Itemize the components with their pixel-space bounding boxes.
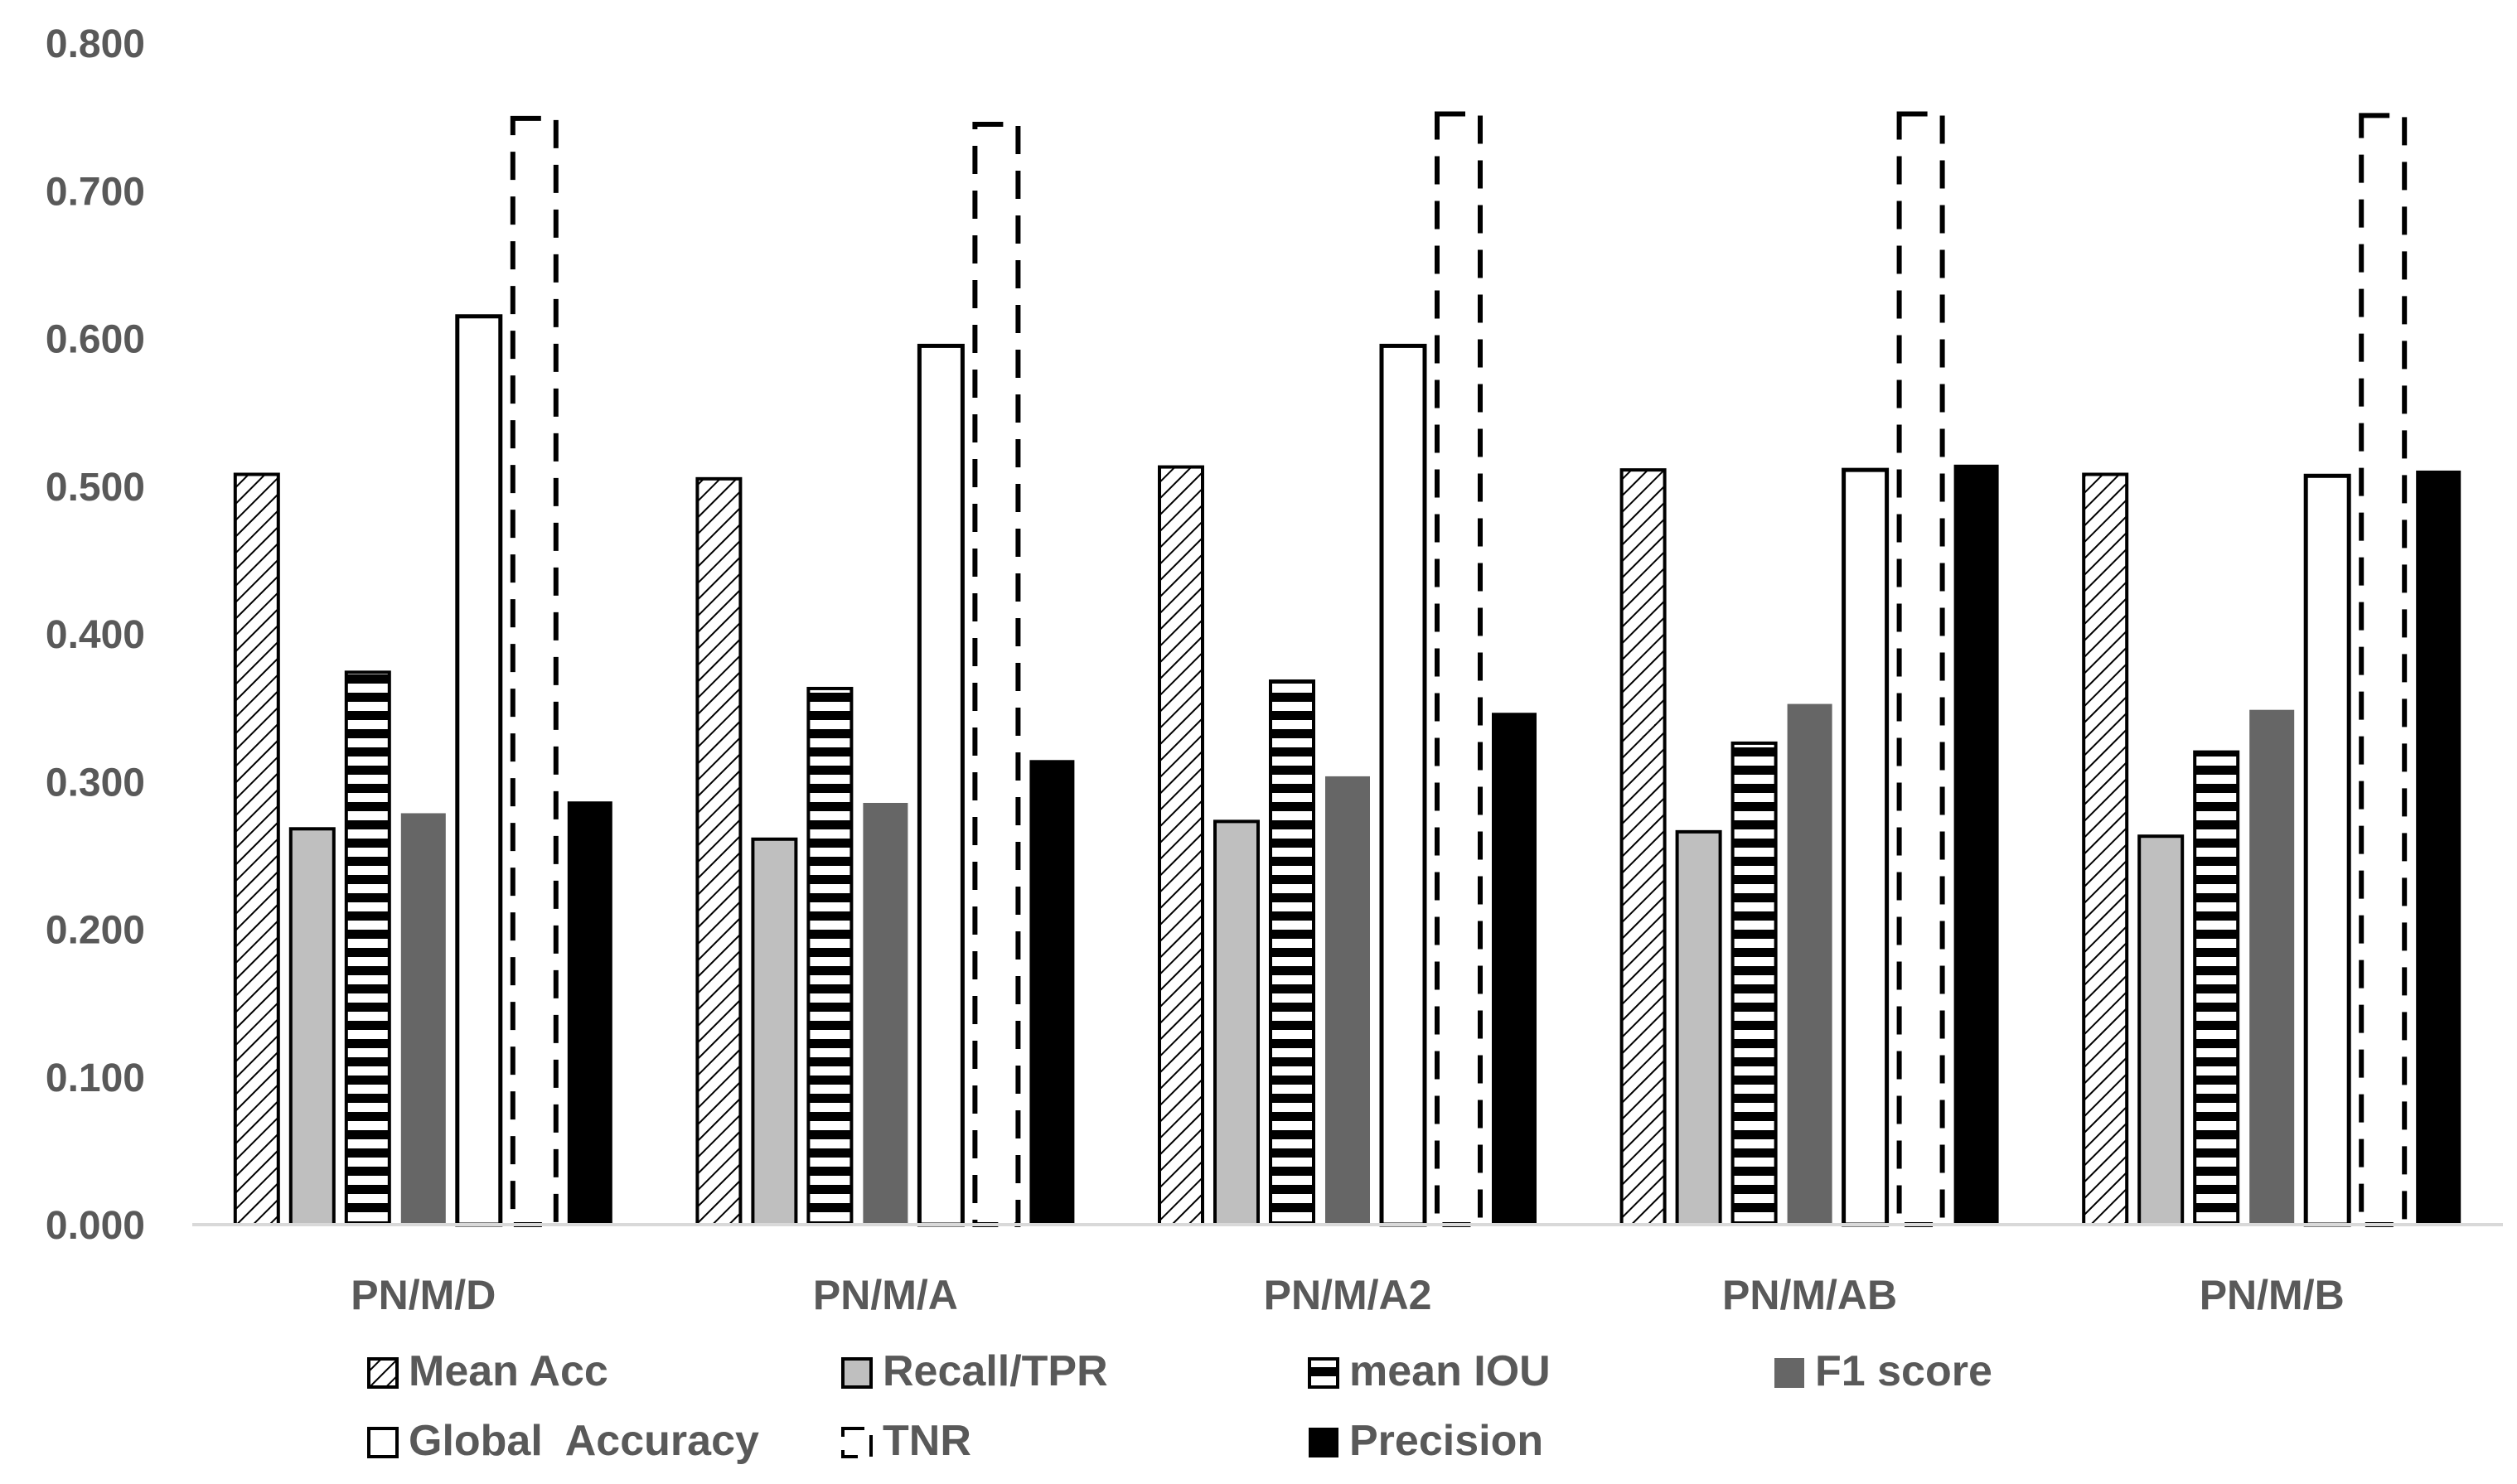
y-tick-label: 0.300 bbox=[46, 761, 145, 805]
x-category-label: PN/M/A bbox=[813, 1272, 958, 1318]
legend-swatch bbox=[1308, 1357, 1339, 1389]
bar-global-accuracy-pn-m-d bbox=[455, 314, 503, 1227]
legend-swatch bbox=[1309, 1428, 1338, 1457]
bar-mean-acc-pn-m-a2 bbox=[1158, 465, 1204, 1226]
x-category-label: PN/M/D bbox=[351, 1272, 496, 1318]
bar-mean-iou-pn-m-b bbox=[2193, 750, 2240, 1226]
legend: Mean Acc Recall/TPR mean IOU F1 score Global… bbox=[367, 1347, 1992, 1465]
bar-recall-tpr-pn-m-d bbox=[288, 827, 336, 1226]
bar-f1-score-pn-m-b bbox=[2249, 709, 2295, 1225]
legend-label: Precision bbox=[1349, 1417, 1543, 1465]
bar-mean-iou-pn-m-ab bbox=[1730, 741, 1778, 1226]
y-tick-label: 0.800 bbox=[46, 22, 145, 66]
x-axis-categories: PN/M/D PN/M/A PN/M/A2 PN/M/AB PN/M/B bbox=[351, 1272, 2344, 1318]
bar-global-accuracy-pn-m-a bbox=[917, 343, 965, 1227]
bar-precision-pn-m-a bbox=[1029, 760, 1075, 1225]
legend-label: F1 score bbox=[1815, 1347, 1992, 1395]
bar-precision-pn-m-a2 bbox=[1492, 713, 1537, 1225]
x-category-label: PN/M/A2 bbox=[1264, 1272, 1432, 1318]
y-tick-label: 0.100 bbox=[46, 1056, 145, 1100]
bar-precision-pn-m-d bbox=[567, 801, 612, 1226]
bar-tnr-pn-m-ab bbox=[1896, 111, 1945, 1227]
bar-recall-tpr-pn-m-ab bbox=[1675, 829, 1722, 1226]
bar-tnr-pn-m-d bbox=[510, 115, 559, 1228]
legend-label: Recall/TPR bbox=[883, 1347, 1108, 1395]
y-tick-label: 0.700 bbox=[46, 170, 145, 214]
legend-swatch bbox=[367, 1357, 399, 1389]
bar-mean-iou-pn-m-a2 bbox=[1269, 679, 1315, 1226]
bar-mean-acc-pn-m-b bbox=[2082, 472, 2129, 1226]
bar-recall-tpr-pn-m-a bbox=[751, 837, 798, 1227]
bar-tnr-pn-m-b bbox=[2359, 113, 2408, 1227]
bar-f1-score-pn-m-a bbox=[863, 802, 908, 1225]
y-tick-label: 0.200 bbox=[46, 909, 145, 953]
bar-mean-acc-pn-m-d bbox=[233, 472, 280, 1226]
bars bbox=[233, 111, 2461, 1228]
bar-f1-score-pn-m-a2 bbox=[1325, 776, 1370, 1225]
bar-mean-acc-pn-m-ab bbox=[1619, 468, 1667, 1226]
bar-global-accuracy-pn-m-b bbox=[2303, 473, 2351, 1227]
legend-label: Mean Acc bbox=[409, 1347, 608, 1395]
bar-mean-acc-pn-m-a bbox=[695, 476, 743, 1226]
x-category-label: PN/M/AB bbox=[1722, 1272, 1897, 1318]
legend-swatch bbox=[367, 1427, 399, 1458]
bar-tnr-pn-m-a2 bbox=[1435, 111, 1483, 1227]
bar-precision-pn-m-b bbox=[2416, 470, 2461, 1225]
y-tick-label: 0.600 bbox=[46, 318, 145, 362]
legend-label: mean IOU bbox=[1349, 1347, 1551, 1395]
y-tick-label: 0.500 bbox=[46, 466, 145, 510]
legend-swatch bbox=[841, 1427, 873, 1458]
bar-precision-pn-m-ab bbox=[1953, 464, 1999, 1225]
bar-global-accuracy-pn-m-a2 bbox=[1379, 343, 1427, 1227]
legend-label: Global Accuracy bbox=[409, 1417, 759, 1465]
bar-f1-score-pn-m-ab bbox=[1787, 703, 1832, 1225]
legend-label: TNR bbox=[883, 1417, 971, 1465]
bar-global-accuracy-pn-m-ab bbox=[1842, 467, 1890, 1227]
y-tick-label: 0.400 bbox=[46, 613, 145, 657]
bar-mean-iou-pn-m-d bbox=[344, 670, 391, 1226]
bar-f1-score-pn-m-d bbox=[400, 813, 446, 1226]
bar-recall-tpr-pn-m-a2 bbox=[1213, 819, 1260, 1226]
y-tick-label: 0.000 bbox=[46, 1204, 145, 1248]
legend-swatch bbox=[1774, 1358, 1804, 1388]
legend-swatch bbox=[841, 1357, 873, 1389]
x-category-label: PN/M/B bbox=[2200, 1272, 2345, 1318]
bar-recall-tpr-pn-m-b bbox=[2137, 834, 2185, 1226]
bar-tnr-pn-m-a bbox=[972, 122, 1021, 1228]
bar-mean-iou-pn-m-a bbox=[806, 686, 854, 1226]
y-axis-ticks: 0.000 0.100 0.200 0.300 0.400 0.500 0.600 0.700… bbox=[46, 22, 145, 1248]
